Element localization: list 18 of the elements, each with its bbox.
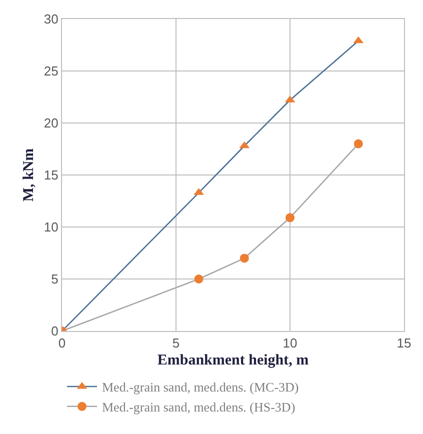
y-tick-label: 0: [51, 324, 58, 339]
x-tick-label: 5: [172, 336, 180, 351]
y-tick-label: 20: [44, 116, 58, 131]
y-tick-label: 5: [51, 272, 58, 287]
point: [194, 274, 204, 284]
legend-label: Med.-grain sand, med.dens. (HS-3D): [102, 399, 296, 414]
point: [240, 254, 249, 263]
x-axis-title: Embankment height, m: [157, 352, 310, 369]
y-axis-title: M, kNm: [21, 148, 38, 202]
x-tick-label: 15: [396, 336, 412, 351]
point: [354, 139, 363, 148]
x-tick-label: 10: [282, 336, 298, 351]
legend-label: Med.-grain sand, med.dens. (MC-3D): [102, 380, 299, 395]
y-tick-label: 30: [44, 12, 58, 27]
y-tick-label: 10: [44, 220, 58, 235]
y-tick-label: 15: [44, 168, 58, 183]
y-tick-label: 25: [44, 64, 58, 79]
point: [286, 213, 294, 222]
